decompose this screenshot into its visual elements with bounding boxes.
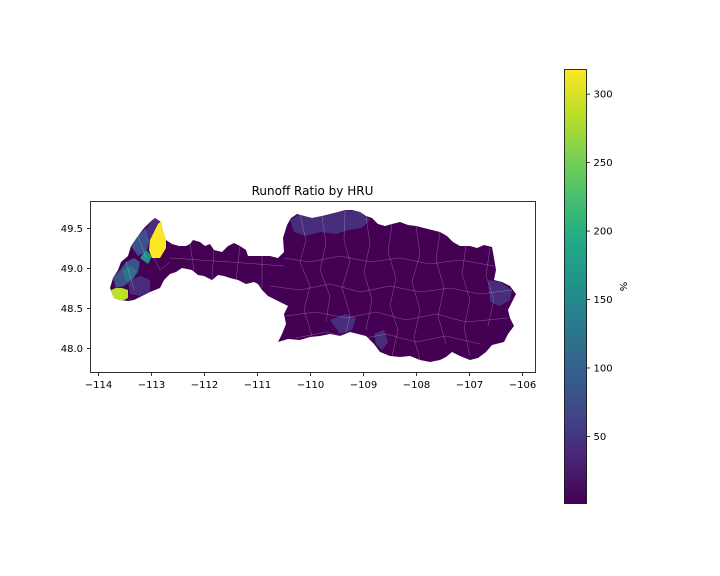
colorbar-gradient xyxy=(564,69,587,504)
x-tick-label: −111 xyxy=(244,380,271,391)
y-tick-label: 49.5 xyxy=(61,224,83,235)
x-tick-label: −112 xyxy=(191,380,218,391)
hru-purple-north xyxy=(290,210,370,236)
y-tick-label: 49.0 xyxy=(61,264,83,275)
colorbar-tick-label: 250 xyxy=(594,158,613,169)
axes-frame xyxy=(90,201,536,373)
colorbar-tick-label: 100 xyxy=(594,363,613,374)
colorbar-ticks: 50 100 150 200 250 300 xyxy=(586,90,613,443)
hru-blue-north xyxy=(131,228,150,256)
colorbar-tick-label: 200 xyxy=(594,227,613,238)
colorbar-tick-label: 50 xyxy=(594,432,607,443)
hru-yellow xyxy=(149,220,166,258)
hru-purple-south xyxy=(374,330,388,350)
x-tick-label: −108 xyxy=(403,380,430,391)
x-axis: −114 −113 −112 −111 −110 −109 −108 −107 … xyxy=(85,372,536,391)
x-tick-label: −107 xyxy=(456,380,483,391)
colorbar-tick-label: 300 xyxy=(594,90,613,101)
hru-yellow-green xyxy=(111,288,128,301)
hru-teal-green xyxy=(140,250,152,264)
basin-map xyxy=(110,210,516,362)
x-tick-label: −109 xyxy=(350,380,377,391)
hru-boundaries xyxy=(125,210,513,361)
hru-purple-west2 xyxy=(128,276,150,296)
colorbar-label: % xyxy=(617,282,628,292)
y-tick-label: 48.5 xyxy=(61,304,83,315)
colorbar: 50 100 150 200 250 300 % xyxy=(564,69,628,504)
y-tick-label: 48.0 xyxy=(61,344,83,355)
x-tick-label: −110 xyxy=(297,380,324,391)
x-tick-label: −113 xyxy=(138,380,165,391)
x-tick-label: −106 xyxy=(509,380,536,391)
hru-purple-center xyxy=(330,314,356,334)
x-tick-label: −114 xyxy=(85,380,112,391)
y-axis: 48.0 48.5 49.0 49.5 xyxy=(61,224,91,355)
colorbar-tick-label: 150 xyxy=(594,295,613,306)
map-title: Runoff Ratio by HRU xyxy=(252,184,374,198)
hru-purple-east xyxy=(488,280,512,306)
